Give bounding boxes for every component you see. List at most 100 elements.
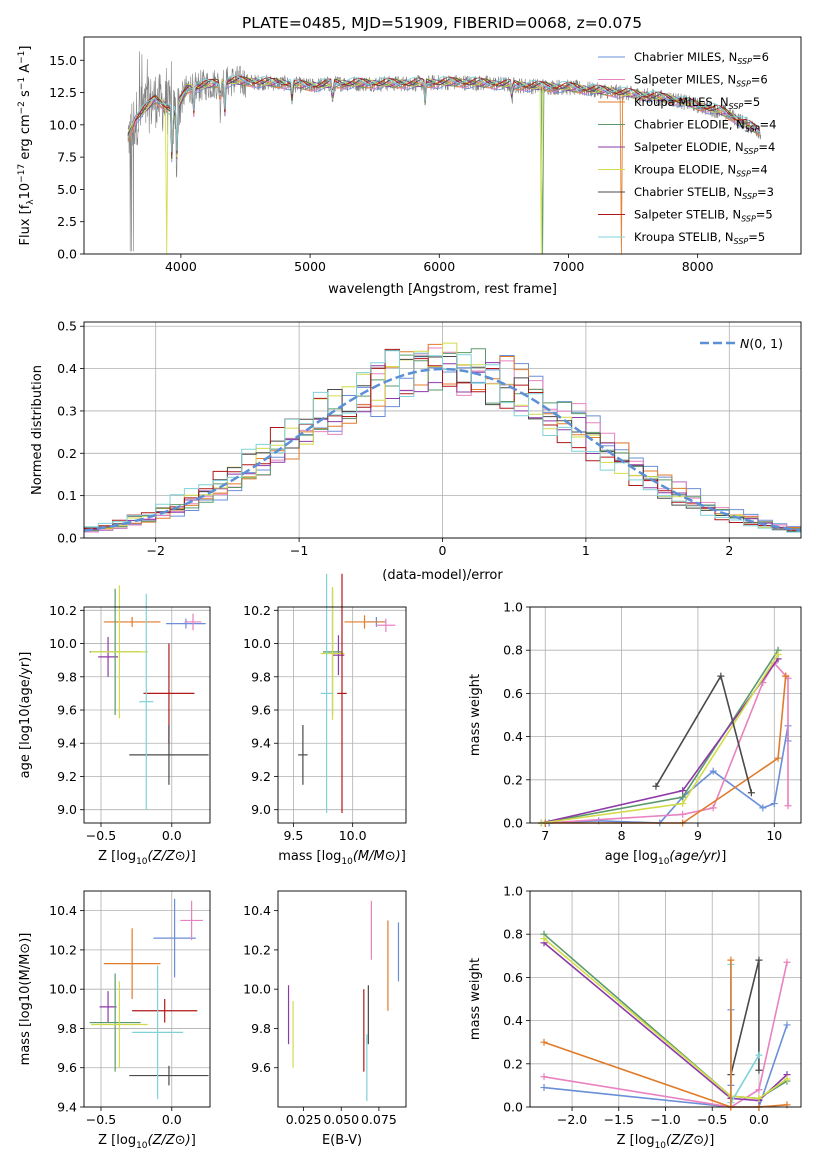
axes-frame	[83, 606, 211, 824]
legend-normal-args: (0, 1)	[749, 336, 783, 351]
y-tick-label: 2.5	[57, 214, 77, 229]
residual-y-label: Normed distribution	[30, 365, 45, 495]
x-label-part: ]	[721, 849, 726, 864]
y-tick-label: 0.6	[503, 970, 523, 985]
weight-line-kroupa-elodie	[541, 654, 779, 824]
x-tick-label: −1.0	[650, 1112, 680, 1127]
weight-line-kroupa-stelib	[730, 964, 760, 1106]
errorbar-point-kroupa-stelib	[139, 593, 154, 810]
residual-legend: N(0, 1)	[700, 336, 783, 351]
weight-marker-kroupa-elodie	[540, 935, 548, 943]
y-tick-label: 9.6	[251, 703, 271, 718]
weight-line-kroupa-elodie	[543, 937, 788, 1100]
y-tick-label: 10.0	[243, 982, 271, 997]
x-tick-label: −0.5	[86, 1112, 116, 1127]
legend-label-chabrier-stelib: Chabrier STELIB, NSSP=3	[634, 185, 774, 201]
y-tick-label: 7.5	[57, 150, 77, 165]
weight-marker-chabrier-stelib	[652, 782, 660, 790]
weight-marker-salpeter-miles	[709, 804, 717, 812]
errorbar-point-salpeter-stelib	[132, 999, 198, 1023]
residual-histogram-kroupa-stelib	[84, 350, 801, 533]
legend-label-tail: =4	[760, 118, 777, 132]
y-tick-label: 9.4	[57, 1100, 77, 1115]
weight_vs_z-series	[540, 930, 791, 1111]
legend-label-tail: =6	[752, 50, 769, 64]
weight-marker-chabrier-miles	[770, 800, 778, 808]
legend-label-sub: SSP	[745, 125, 760, 134]
axes-frame	[83, 890, 211, 1108]
y-tick-label: 0.2	[57, 446, 77, 461]
weight-marker-chabrier-miles	[783, 1021, 791, 1029]
y-tick-label: 10.0	[243, 636, 271, 651]
model-spectrum-kroupa-elodie	[127, 77, 760, 254]
errorbar-point-salpeter-miles	[180, 900, 203, 941]
spectrum-plot	[127, 51, 762, 254]
age_vs_mass-axes: 9.5 10.0 9.0 9.2 9.4 9.6 9.8 10.0 10.2	[243, 603, 406, 843]
legend-label-tail: =4	[758, 140, 775, 154]
legend-label-tail: =6	[751, 73, 768, 87]
errorbar-point-kroupa-stelib	[320, 573, 333, 814]
x-tick-label: 0	[439, 543, 447, 558]
weight-marker-salpeter-miles	[540, 1073, 548, 1081]
model-spectrum-kroupa-miles	[127, 78, 760, 254]
legend-label-kroupa-elodie: Kroupa ELODIE, NSSP=4	[634, 163, 768, 179]
age-vs-z-y-label: age [log10(age/yr)]	[18, 652, 33, 779]
x-tick-label: −2	[146, 543, 164, 558]
errorbar-point-chabrier-miles	[153, 898, 196, 978]
mass_vs_z-axes: −0.5 0.0 9.4 9.6 9.8 10.0 10.2 10.4	[49, 891, 210, 1127]
axes-frame	[529, 606, 802, 824]
axes-frame	[277, 606, 407, 824]
errorbar-point-kroupa-stelib	[132, 965, 184, 1100]
model-spectrum-chabrier-miles	[127, 80, 761, 163]
chart-panels: 4000 5000 6000 7000 80000.02.55.07.510.012.5…	[17, 36, 802, 1151]
x-label-part: (Z/Z⊙)	[666, 1133, 709, 1148]
x-label-part: (M/M⊙)	[353, 849, 401, 864]
errorbar-point-chabrier-stelib	[298, 724, 308, 785]
y-tick-label: 9.8	[57, 669, 77, 684]
x-label-sub: 10	[658, 857, 670, 867]
weight-marker-chabrier-stelib	[755, 1066, 763, 1074]
y-tick-label: 10.2	[49, 942, 77, 957]
x-label-part: Z [log	[98, 849, 136, 864]
errorbar-point-chabrier-elodie	[89, 973, 141, 1072]
legend-label-tail: =5	[743, 95, 760, 109]
errorbar-point-kroupa-miles	[103, 616, 161, 627]
legend-label-tail: =5	[748, 230, 765, 244]
x-tick-label: 8000	[682, 259, 714, 274]
x-tick-label: 2	[725, 543, 733, 558]
axes-frame	[529, 890, 802, 1108]
legend-label-base: Chabrier MILES, N	[634, 50, 737, 64]
weight-marker-salpeter-elodie	[679, 787, 687, 795]
legend-label-base: Salpeter STELIB, N	[634, 208, 741, 222]
legend-label-sub: SSP	[744, 147, 759, 156]
y-tick-label: 0.2	[503, 772, 523, 787]
legend-label-sub: SSP	[742, 192, 757, 201]
legend-label-salpeter-elodie: Salpeter ELODIE, NSSP=4	[634, 140, 775, 156]
x-label-part: age [log	[605, 849, 658, 864]
spectrum-legend: Chabrier MILES, N SSP =6 Salpeter MILES, N S…	[598, 50, 776, 246]
x-tick-label: −0.5	[86, 828, 116, 843]
figure-title: PLATE=0485, MJD=51909, FIBERID=0068, z=0…	[242, 14, 642, 32]
legend-label-base: Salpeter ELODIE, N	[634, 140, 744, 154]
legend-label-base: Salpeter MILES, N	[634, 73, 736, 87]
x-tick-label: 6000	[423, 259, 455, 274]
y-label-part: λ	[26, 199, 36, 205]
y-tick-label: 0.4	[503, 1013, 523, 1028]
x-tick-label: 0.025	[286, 1112, 322, 1127]
weight-marker-chabrier-elodie	[679, 793, 687, 801]
legend-normal-symbol: N	[740, 336, 750, 351]
x-axis-label: age [log10(age/yr)]	[605, 849, 727, 867]
x-tick-label: −2.0	[557, 1112, 587, 1127]
x-label-part: (Z/Z⊙)	[148, 1133, 191, 1148]
x-label-part: (Z/Z⊙)	[148, 849, 191, 864]
ebv-x-label: E(B-V)	[322, 1133, 362, 1148]
y-tick-label: 9.8	[251, 1021, 271, 1036]
y-tick-label: 0.0	[57, 247, 77, 262]
x-label-part: ]	[709, 1133, 714, 1148]
axes-frame	[83, 36, 802, 255]
y-tick-label: 9.2	[57, 769, 77, 784]
x-tick-label: 10.0	[339, 828, 367, 843]
x-label-part: ]	[191, 849, 196, 864]
legend-label-base: Kroupa MILES, N	[634, 95, 729, 109]
y-label-part: −1	[17, 77, 27, 90]
